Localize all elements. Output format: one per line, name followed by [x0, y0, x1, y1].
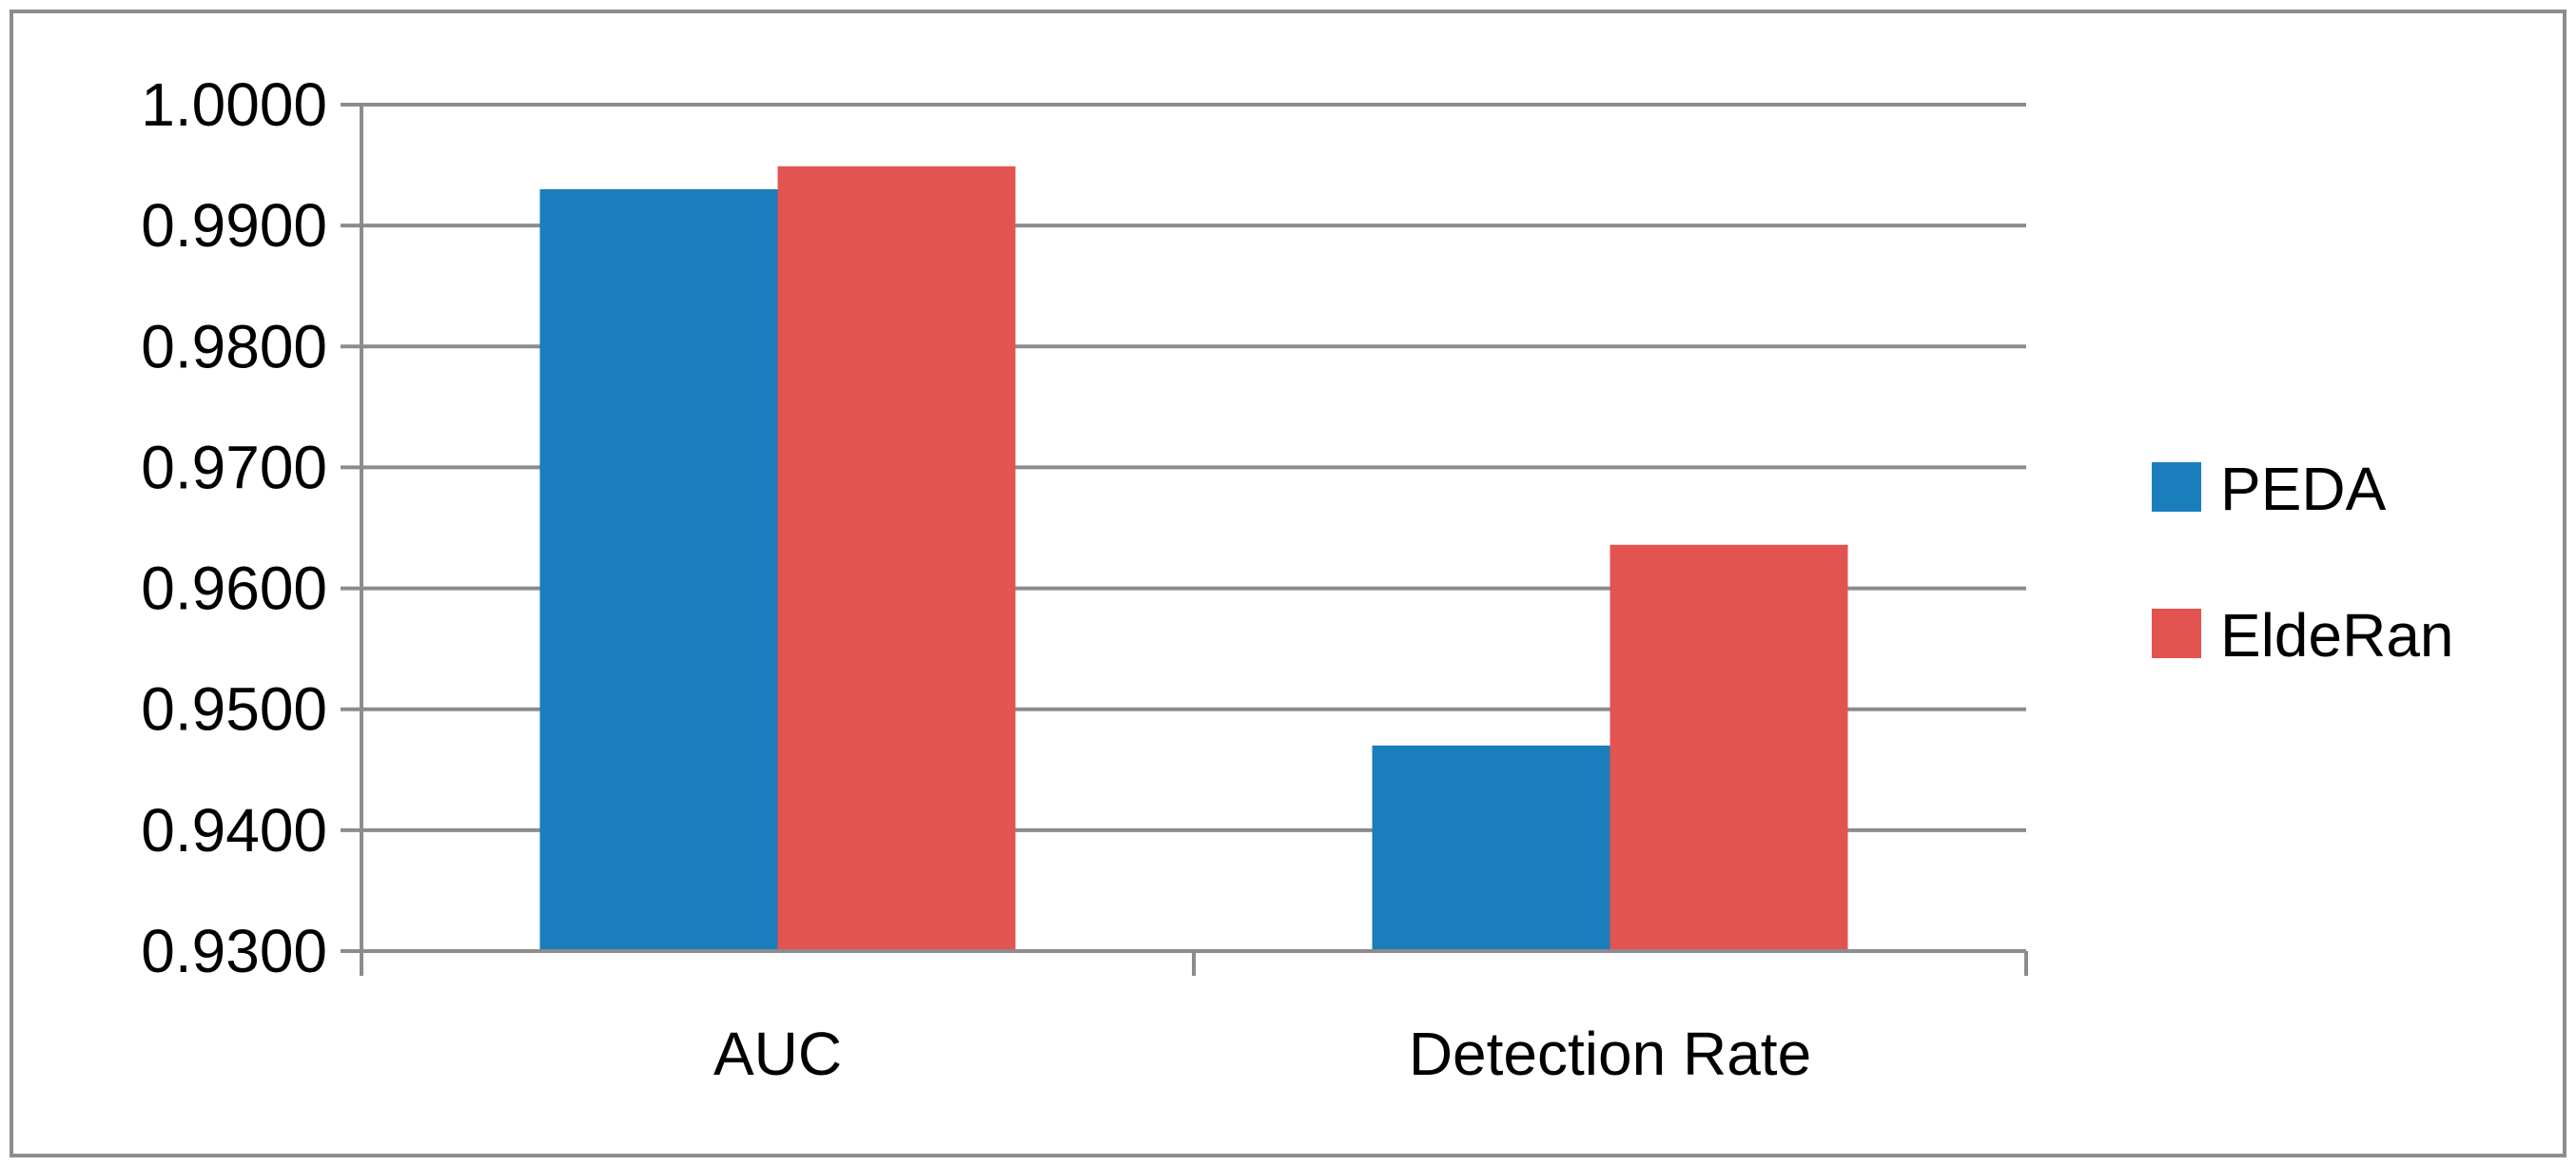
x-axis-categories: AUC Detection Rate	[713, 1020, 1811, 1088]
axes	[360, 105, 2028, 976]
y-tick-label: 0.9300	[141, 917, 327, 985]
y-tick-label: 0.9900	[141, 191, 327, 260]
x-category-label: Detection Rate	[1409, 1020, 1811, 1088]
x-category-label: AUC	[713, 1020, 842, 1088]
bar-peda-auc	[539, 189, 778, 951]
y-tick-label: 0.9400	[141, 796, 327, 865]
y-tick-label: 0.9600	[141, 554, 327, 623]
y-tick-label: 0.9800	[141, 312, 327, 380]
legend-swatch-elderan	[2152, 609, 2201, 658]
y-tick-label: 0.9500	[141, 675, 327, 744]
bars	[539, 165, 1848, 952]
legend-label-elderan: EldeRan	[2220, 601, 2454, 670]
bar-elderan-auc	[777, 165, 1016, 952]
bar-peda-detection-rate	[1372, 745, 1610, 951]
legend-swatch-peda	[2152, 462, 2201, 512]
y-tick-label: 0.9700	[141, 433, 327, 501]
y-tick-label: 1.0000	[141, 70, 327, 139]
y-axis-ticks: 0.9300 0.9400 0.9500 0.9600 0.9700 0.9800 0.99…	[141, 70, 361, 985]
bar-elderan-detection-rate	[1610, 544, 1848, 951]
chart-border	[10, 10, 2566, 1157]
legend-label-peda: PEDA	[2220, 455, 2387, 523]
legend: PEDA EldeRan	[2152, 455, 2454, 670]
